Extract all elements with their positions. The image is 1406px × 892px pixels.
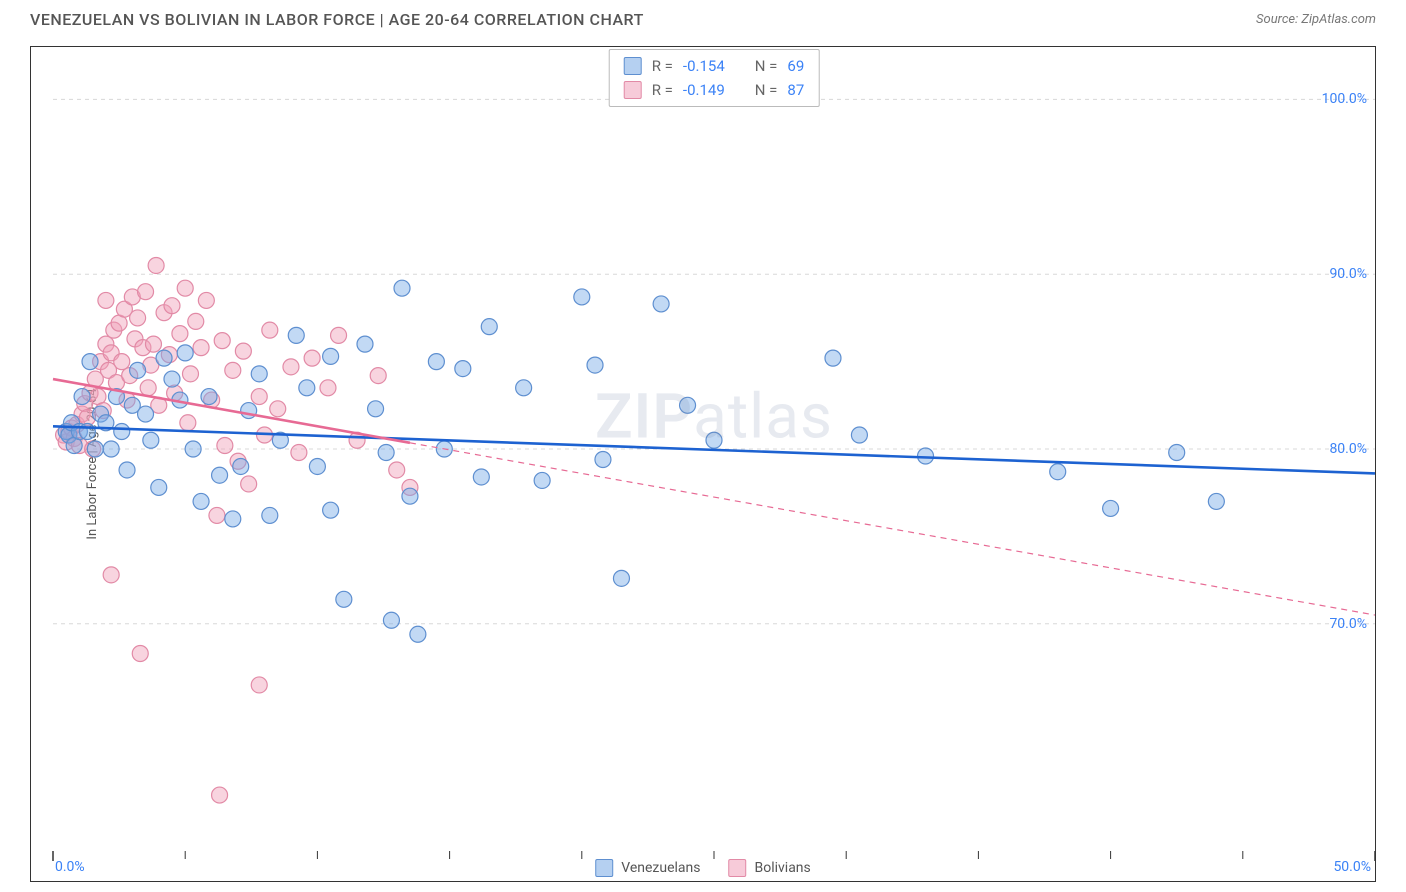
- y-tick-label: 100.0%: [1322, 91, 1367, 107]
- plot-area: ZIPatlas R = -0.154 N = 69 R = -0.149 N …: [53, 47, 1375, 851]
- legend-item-bolivians: Bolivians: [728, 859, 810, 877]
- correlation-row-1: R = -0.149 N = 87: [624, 78, 805, 102]
- source-label: Source: ZipAtlas.com: [1256, 12, 1376, 27]
- legend-swatch-icon: [624, 81, 642, 99]
- chart-container: In Labor Force | Age 20-64 ZIPatlas R = …: [30, 46, 1376, 882]
- legend-swatch-icon: [728, 859, 746, 877]
- correlation-row-0: R = -0.154 N = 69: [624, 54, 805, 78]
- chart-title: VENEZUELAN VS BOLIVIAN IN LABOR FORCE | …: [30, 10, 644, 29]
- plot-svg: [53, 47, 1375, 851]
- x-tick-50: 50.0%: [1333, 859, 1371, 875]
- legend-item-venezuelans: Venezuelans: [595, 859, 700, 877]
- y-tick-label: 90.0%: [1329, 266, 1367, 282]
- correlation-legend: R = -0.154 N = 69 R = -0.149 N = 87: [609, 49, 820, 107]
- legend-swatch-icon: [595, 859, 613, 877]
- legend-swatch-icon: [624, 57, 642, 75]
- series-legend: Venezuelans Bolivians: [595, 859, 811, 877]
- y-tick-label: 70.0%: [1329, 616, 1367, 632]
- x-tick-0: 0.0%: [55, 859, 85, 875]
- y-tick-label: 80.0%: [1329, 441, 1367, 457]
